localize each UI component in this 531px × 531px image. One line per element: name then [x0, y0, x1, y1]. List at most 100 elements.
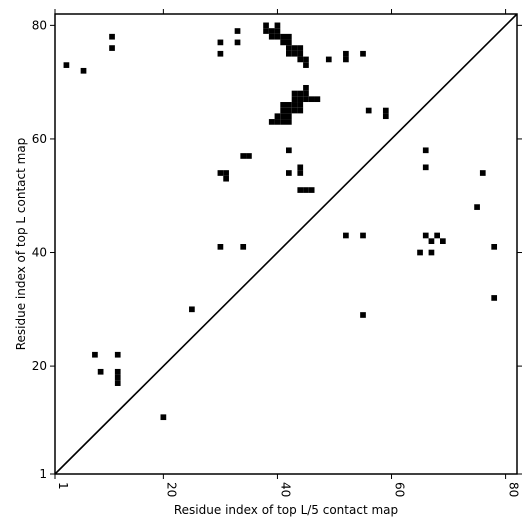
contact-cell: [286, 147, 292, 154]
contact-cell: [286, 33, 292, 40]
contact-cell: [92, 351, 98, 358]
contact-cell: [303, 62, 309, 68]
contact-cell: [297, 107, 304, 114]
contact-cell: [114, 351, 121, 358]
contact-cell: [286, 170, 292, 176]
contact-cell: [114, 380, 121, 386]
contact-cell: [286, 113, 292, 120]
contact-cell: [491, 295, 498, 301]
contact-cell: [280, 33, 286, 40]
contact-cell: [343, 50, 349, 57]
contact-cell: [297, 164, 304, 171]
y-tick-label: 40: [32, 246, 47, 260]
contact-cell: [63, 62, 70, 68]
x-tick-label: 40: [278, 482, 292, 497]
contact-cell: [291, 96, 298, 103]
contact-cell: [308, 187, 315, 193]
plot-frame: [54, 13, 518, 475]
contact-cell: [297, 50, 304, 57]
contact-cell: [434, 232, 440, 239]
x-tick-label: 20: [164, 482, 178, 497]
contact-cell: [291, 90, 298, 97]
contact-cell: [360, 50, 366, 57]
contact-cell: [109, 33, 115, 40]
x-tick-label: 1: [56, 482, 70, 490]
contact-cell: [240, 244, 247, 250]
contact-cell: [280, 113, 286, 120]
contact-cell: [297, 102, 304, 108]
contact-cell: [303, 187, 309, 193]
contact-cell: [343, 56, 349, 63]
contact-cell: [303, 90, 309, 97]
contact-cell: [280, 119, 286, 125]
contact-cell: [217, 50, 224, 57]
contact-cells: [63, 22, 498, 421]
contact-cell: [217, 39, 224, 46]
contact-cell: [365, 107, 372, 114]
contact-cell: [422, 164, 429, 171]
y-tick-label: 20: [32, 359, 47, 373]
contact-cell: [297, 45, 304, 51]
contact-cell: [97, 368, 104, 375]
contact-cell: [109, 45, 115, 51]
contact-cell: [297, 56, 304, 63]
contact-cell: [297, 187, 304, 193]
contact-cell: [286, 39, 292, 46]
x-tick-label: 60: [393, 482, 407, 497]
contact-cell: [303, 84, 309, 91]
contact-cell: [274, 113, 281, 120]
contact-cell: [280, 39, 286, 46]
contact-cell: [114, 368, 121, 375]
contact-cell: [246, 153, 252, 159]
contact-cell: [325, 56, 332, 63]
contact-cell: [223, 175, 229, 182]
contact-cell: [286, 45, 292, 51]
contact-cell: [343, 232, 349, 239]
contact-cell: [291, 107, 298, 114]
contact-cell: [428, 238, 435, 244]
x-axis-label: Residue index of top L/5 contact map: [174, 503, 398, 517]
contact-cell: [286, 107, 292, 114]
contact-cell: [268, 33, 275, 40]
contact-cell: [422, 232, 429, 239]
contact-cell: [360, 312, 366, 318]
contact-cell: [268, 28, 275, 34]
contact-cell: [263, 22, 269, 29]
contact-cell: [297, 170, 304, 176]
contact-cell: [217, 170, 224, 176]
contact-cell: [491, 244, 498, 250]
contact-cell: [286, 50, 292, 57]
contact-cell: [268, 119, 275, 125]
contact-cell: [286, 102, 292, 108]
contact-cell: [280, 102, 286, 108]
contact-cell: [240, 153, 247, 159]
contact-cell: [297, 96, 304, 103]
diagonal-line: [54, 13, 518, 475]
axis-ticks: 1 20 40 60 80 1 20 40 60 80: [32, 9, 522, 497]
contact-cell: [479, 170, 486, 176]
contact-cell: [263, 28, 269, 34]
contact-cell: [274, 119, 281, 125]
contact-cell: [297, 90, 304, 97]
contact-cell: [80, 67, 87, 74]
contact-cell: [274, 33, 281, 40]
contact-cell: [291, 45, 298, 51]
contact-cell: [160, 414, 167, 421]
contact-cell: [428, 249, 435, 256]
contact-cell: [234, 39, 241, 46]
contact-cell: [474, 204, 480, 210]
y-tick-label: 60: [32, 132, 47, 146]
contact-cell: [234, 28, 241, 34]
y-tick-label: 80: [32, 18, 47, 32]
contact-cell: [440, 238, 446, 244]
contact-cell: [314, 96, 321, 103]
contact-cell: [308, 96, 315, 103]
y-tick-label: 1: [39, 467, 47, 481]
contact-cell: [303, 96, 309, 103]
contact-cell: [274, 22, 281, 29]
contact-cell: [382, 113, 389, 120]
contact-cell: [189, 306, 195, 313]
contact-cell: [114, 374, 121, 381]
contact-cell: [280, 107, 286, 114]
